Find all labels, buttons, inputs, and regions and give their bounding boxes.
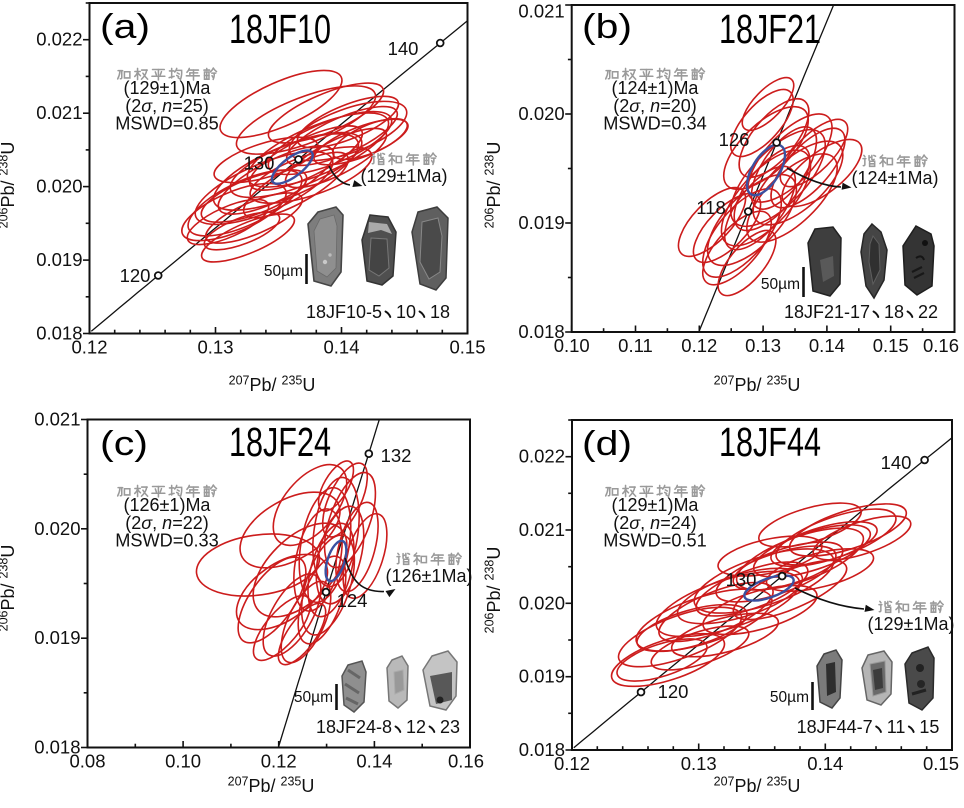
svg-text:0.15: 0.15	[873, 335, 909, 356]
svg-text:0.019: 0.019	[519, 666, 565, 687]
svg-text:22: 22	[918, 302, 938, 322]
svg-text:0.13: 0.13	[681, 753, 717, 774]
svg-text:(129±1)Ma: (129±1)Ma	[124, 78, 212, 98]
svg-text:0.15: 0.15	[449, 337, 485, 358]
svg-text:130: 130	[244, 153, 275, 174]
svg-text:140: 140	[388, 38, 419, 59]
svg-text:0.12: 0.12	[261, 751, 297, 772]
svg-text:(a): (a)	[100, 8, 150, 46]
svg-text:0.021: 0.021	[34, 409, 80, 430]
svg-text:MSWD=0.85: MSWD=0.85	[115, 114, 219, 134]
svg-text:0.019: 0.019	[36, 249, 82, 270]
svg-text:207Pb/ 235U: 207Pb/ 235U	[714, 775, 801, 797]
svg-text:(2σ, n=22): (2σ, n=22)	[125, 513, 208, 533]
svg-text:18: 18	[884, 302, 904, 322]
svg-text:0.020: 0.020	[36, 176, 82, 197]
svg-text:(c): (c)	[100, 425, 148, 463]
svg-text:206Pb/ 238U: 206Pb/ 238U	[0, 142, 18, 229]
svg-text:0.11: 0.11	[618, 335, 653, 356]
svg-text:0.019: 0.019	[518, 212, 564, 233]
svg-text:0.13: 0.13	[745, 335, 781, 356]
svg-text:(2σ, n=20): (2σ, n=20)	[613, 96, 696, 116]
svg-text:18: 18	[430, 302, 450, 322]
svg-text:50µm: 50µm	[264, 263, 303, 280]
svg-text:(b): (b)	[582, 8, 632, 46]
svg-text:0.12: 0.12	[554, 753, 590, 774]
svg-text:0.018: 0.018	[518, 321, 564, 342]
svg-text:18JF24: 18JF24	[229, 419, 331, 465]
svg-text:0.12: 0.12	[71, 337, 107, 358]
svg-text:0.019: 0.019	[34, 627, 80, 648]
svg-text:0.018: 0.018	[519, 739, 565, 760]
svg-text:(129±1Ma): (129±1Ma)	[361, 166, 448, 186]
svg-text:23: 23	[440, 717, 460, 737]
svg-text:12: 12	[406, 717, 426, 737]
svg-text:206Pb/ 238U: 206Pb/ 238U	[483, 547, 505, 634]
svg-text:50µm: 50µm	[770, 689, 809, 706]
svg-text:50µm: 50µm	[761, 276, 800, 293]
svg-text:0.022: 0.022	[36, 29, 82, 50]
svg-text:(124±1Ma): (124±1Ma)	[852, 168, 939, 188]
svg-text:0.14: 0.14	[807, 753, 843, 774]
svg-text:15: 15	[919, 717, 939, 737]
svg-text:0.018: 0.018	[34, 737, 80, 758]
svg-text:0.021: 0.021	[518, 1, 564, 22]
svg-text:0.021: 0.021	[36, 102, 82, 123]
svg-text:10: 10	[396, 302, 416, 322]
svg-text:0.16: 0.16	[923, 335, 959, 356]
svg-text:0.020: 0.020	[34, 518, 80, 539]
svg-text:(d): (d)	[582, 425, 632, 463]
svg-text:18JF21-17: 18JF21-17	[784, 302, 870, 322]
svg-text:206Pb/ 238U: 206Pb/ 238U	[0, 545, 18, 632]
svg-text:0.08: 0.08	[69, 751, 105, 772]
svg-text:126: 126	[719, 129, 750, 150]
svg-text:140: 140	[881, 452, 912, 473]
svg-text:(2σ, n=24): (2σ, n=24)	[613, 513, 696, 533]
svg-text:18JF10: 18JF10	[229, 6, 331, 52]
svg-text:0.021: 0.021	[519, 519, 565, 540]
svg-text:120: 120	[120, 265, 151, 286]
svg-text:(2σ, n=25): (2σ, n=25)	[125, 96, 208, 116]
svg-text:130: 130	[726, 569, 757, 590]
svg-text:124: 124	[337, 590, 368, 611]
svg-text:(129±1Ma): (129±1Ma)	[868, 614, 955, 634]
svg-text:0.14: 0.14	[323, 337, 359, 358]
svg-text:18JF10-5: 18JF10-5	[306, 302, 382, 322]
svg-text:0.14: 0.14	[809, 335, 845, 356]
svg-text:18JF44-7: 18JF44-7	[797, 717, 873, 737]
svg-text:MSWD=0.51: MSWD=0.51	[603, 531, 707, 551]
svg-text:MSWD=0.33: MSWD=0.33	[115, 531, 219, 551]
svg-text:18JF21: 18JF21	[719, 6, 821, 52]
svg-text:0.10: 0.10	[554, 335, 590, 356]
svg-text:206Pb/ 238U: 206Pb/ 238U	[483, 142, 505, 229]
svg-text:0.022: 0.022	[519, 446, 565, 467]
svg-text:132: 132	[381, 445, 412, 466]
svg-text:118: 118	[696, 197, 726, 218]
svg-text:18JF44: 18JF44	[719, 419, 821, 465]
svg-text:0.020: 0.020	[518, 103, 564, 124]
svg-text:207Pb/ 235U: 207Pb/ 235U	[228, 775, 315, 797]
svg-text:0.020: 0.020	[519, 592, 565, 613]
svg-text:50µm: 50µm	[294, 689, 333, 706]
svg-text:0.10: 0.10	[165, 751, 201, 772]
svg-text:(129±1)Ma: (129±1)Ma	[612, 495, 700, 515]
svg-text:0.15: 0.15	[923, 753, 959, 774]
svg-text:(124±1)Ma: (124±1)Ma	[612, 78, 700, 98]
svg-text:(126±1)Ma: (126±1)Ma	[124, 495, 212, 515]
svg-text:0.12: 0.12	[681, 335, 717, 356]
svg-text:18JF24-8: 18JF24-8	[316, 717, 392, 737]
svg-text:120: 120	[658, 681, 689, 702]
svg-text:0.018: 0.018	[36, 323, 82, 344]
svg-text:0.16: 0.16	[448, 751, 484, 772]
svg-text:0.14: 0.14	[356, 751, 392, 772]
svg-text:0.13: 0.13	[197, 337, 233, 358]
svg-text:MSWD=0.34: MSWD=0.34	[603, 114, 707, 134]
svg-text:11: 11	[887, 717, 906, 737]
svg-text:207Pb/ 235U: 207Pb/ 235U	[714, 374, 801, 396]
svg-text:(126±1Ma): (126±1Ma)	[386, 566, 473, 586]
svg-text:207Pb/ 235U: 207Pb/ 235U	[229, 374, 316, 396]
